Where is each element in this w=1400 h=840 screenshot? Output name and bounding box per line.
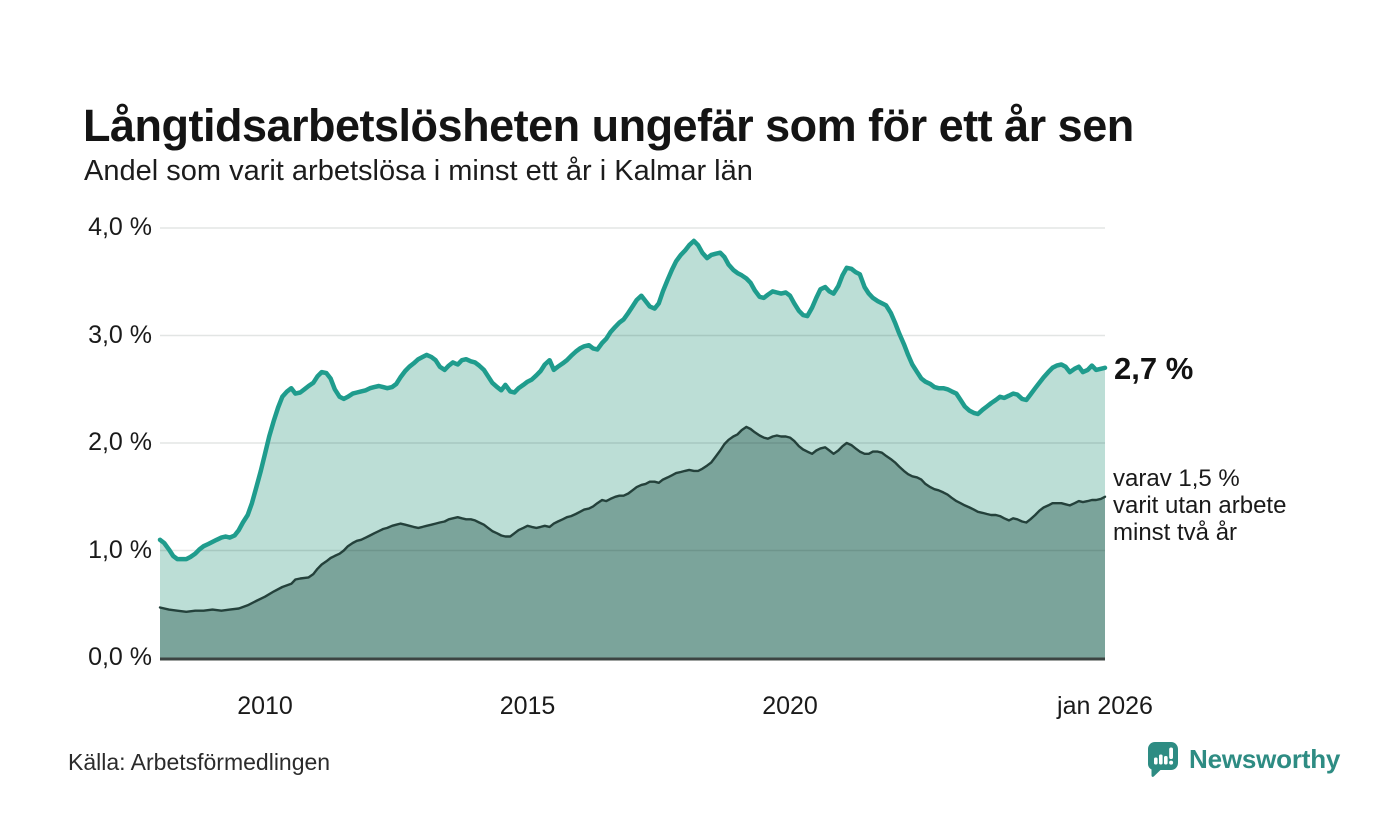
y-tick-label: 1,0 %: [88, 535, 152, 564]
x-tick-label: 2020: [762, 692, 818, 720]
chart-subtitle: Andel som varit arbetslösa i minst ett å…: [84, 155, 753, 187]
y-tick-label: 3,0 %: [88, 320, 152, 349]
x-tick-label: 2010: [237, 692, 293, 720]
y-tick-label: 2,0 %: [88, 428, 152, 456]
x-tick-label: 2015: [499, 692, 556, 720]
y-tick-label: 0,0 %: [88, 643, 152, 671]
area-two-year: [160, 426, 1105, 658]
latest-value-label: 2,7 %: [1114, 351, 1194, 386]
source-note: Källa: Arbetsförmedlingen: [68, 749, 331, 775]
x-tick-label: jan 2026: [1057, 692, 1153, 720]
secondary-series-label: varav 1,5 % varit utan arbete minst två …: [1113, 465, 1353, 546]
line-one-year: [157, 238, 1108, 562]
brand-name: Newsworthy: [1189, 743, 1341, 774]
page-title: Långtidsarbetslösheten ungefär som för e…: [83, 100, 1134, 152]
newsworthy-icon: [1146, 740, 1180, 785]
line-two-year: [158, 425, 1107, 613]
secondary-series-label-line1: varav 1,5 %: [1113, 465, 1240, 492]
secondary-series-label-line2: varit utan arbete: [1113, 492, 1287, 519]
secondary-series-label-line3: minst två år: [1113, 519, 1238, 546]
brand-logo: Newsworthy: [1146, 740, 1340, 784]
y-tick-label: 4,0 %: [88, 213, 152, 241]
